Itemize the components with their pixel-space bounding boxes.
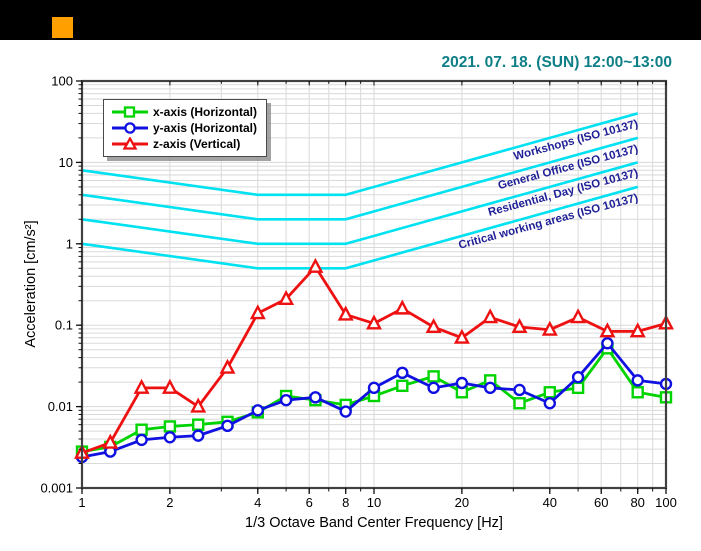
y-tick-label: 1 <box>66 236 73 251</box>
legend-marker-glyph <box>122 137 138 150</box>
legend-marker-triangle-icon <box>112 137 148 150</box>
marker-circle <box>135 433 148 447</box>
x-tick-label: 8 <box>342 495 349 510</box>
marker-square <box>163 420 177 433</box>
legend-label-y-axis: y-axis (Horizontal) <box>153 121 258 135</box>
x-tick-label: 4 <box>254 495 261 510</box>
marker-triangle <box>366 314 382 330</box>
marker-triangle <box>599 322 616 338</box>
marker-circle <box>309 391 322 404</box>
marker-circle <box>396 366 409 380</box>
marker-square <box>427 370 440 383</box>
marker-triangle <box>629 322 646 338</box>
marker-triangle <box>570 308 587 324</box>
marker-circle <box>483 381 497 395</box>
x-tick-label: 10 <box>367 495 381 510</box>
legend: x-axis (Horizontal) y-axis (Horizontal) … <box>103 99 268 157</box>
title-bar <box>0 0 701 40</box>
marker-square <box>396 379 409 393</box>
legend-label-x-axis: x-axis (Horizontal) <box>153 105 258 119</box>
x-axis-title: 1/3 Octave Band Center Frequency [Hz] <box>245 515 503 531</box>
x-tick-label: 6 <box>306 495 313 510</box>
marker-circle <box>571 370 585 384</box>
marker-square <box>571 381 585 395</box>
accent-square <box>52 17 73 38</box>
marker-triangle <box>482 308 499 324</box>
marker-circle <box>163 431 177 444</box>
marker-triangle <box>337 305 354 321</box>
marker-circle <box>221 419 234 433</box>
legend-item-x-axis: x-axis (Horizontal) <box>111 104 257 120</box>
marker-circle <box>367 381 381 395</box>
y-axis-title: Acceleration [cm/s²] <box>23 220 39 348</box>
marker-circle <box>455 376 469 390</box>
x-tick-label: 20 <box>455 495 469 510</box>
marker-triangle <box>190 397 207 413</box>
marker-square <box>543 386 557 399</box>
iso-line-0 <box>81 112 639 197</box>
marker-circle <box>251 404 265 417</box>
marker-circle <box>631 374 644 387</box>
legend-marker-glyph <box>124 122 136 134</box>
measurement-date-label: 2021. 07. 18. (SUN) 12:00~13:00 <box>441 54 673 71</box>
x-tick-label: 60 <box>594 495 608 510</box>
iso-line-1 <box>81 136 639 221</box>
iso-line-2 <box>81 161 639 246</box>
legend-item-y-axis: y-axis (Horizontal) <box>111 120 257 136</box>
y-tick-label: 100 <box>51 74 73 89</box>
marker-square <box>135 423 148 436</box>
legend-item-z-axis: z-axis (Vertical) <box>111 136 257 152</box>
marker-circle <box>339 405 352 418</box>
marker-triangle <box>219 358 236 374</box>
marker-triangle <box>511 317 528 334</box>
marker-triangle <box>394 299 411 315</box>
y-tick-label: 0.01 <box>48 399 73 414</box>
marker-triangle <box>307 257 324 273</box>
marker-circle <box>513 383 526 397</box>
marker-circle <box>601 337 614 350</box>
legend-label-z-axis: z-axis (Vertical) <box>153 137 241 151</box>
x-tick-label: 40 <box>543 495 557 510</box>
marker-square <box>191 418 205 431</box>
y-tick-label: 10 <box>59 155 73 170</box>
marker-triangle <box>541 320 558 336</box>
marker-triangle <box>102 433 119 449</box>
y-tick-label: 0.1 <box>55 318 73 333</box>
marker-triangle <box>278 289 295 305</box>
legend-marker-square-icon <box>112 106 148 118</box>
marker-circle <box>279 393 293 407</box>
marker-square <box>513 397 526 410</box>
marker-triangle <box>249 304 266 320</box>
x-tick-label: 80 <box>630 495 644 510</box>
marker-triangle <box>453 328 470 344</box>
iso-line-3 <box>81 185 639 270</box>
x-tick-label: 1 <box>78 495 85 510</box>
x-tick-label: 100 <box>655 495 677 510</box>
marker-triangle <box>133 378 150 394</box>
marker-triangle <box>425 317 442 334</box>
legend-marker-circle-icon <box>112 122 148 134</box>
marker-triangle <box>161 378 178 394</box>
marker-circle <box>191 429 205 442</box>
y-tick-label: 0.001 <box>40 481 73 496</box>
marker-square <box>631 386 644 399</box>
marker-circle <box>427 381 440 395</box>
marker-circle <box>543 397 557 410</box>
legend-marker-glyph <box>123 106 136 118</box>
x-tick-label: 2 <box>166 495 173 510</box>
